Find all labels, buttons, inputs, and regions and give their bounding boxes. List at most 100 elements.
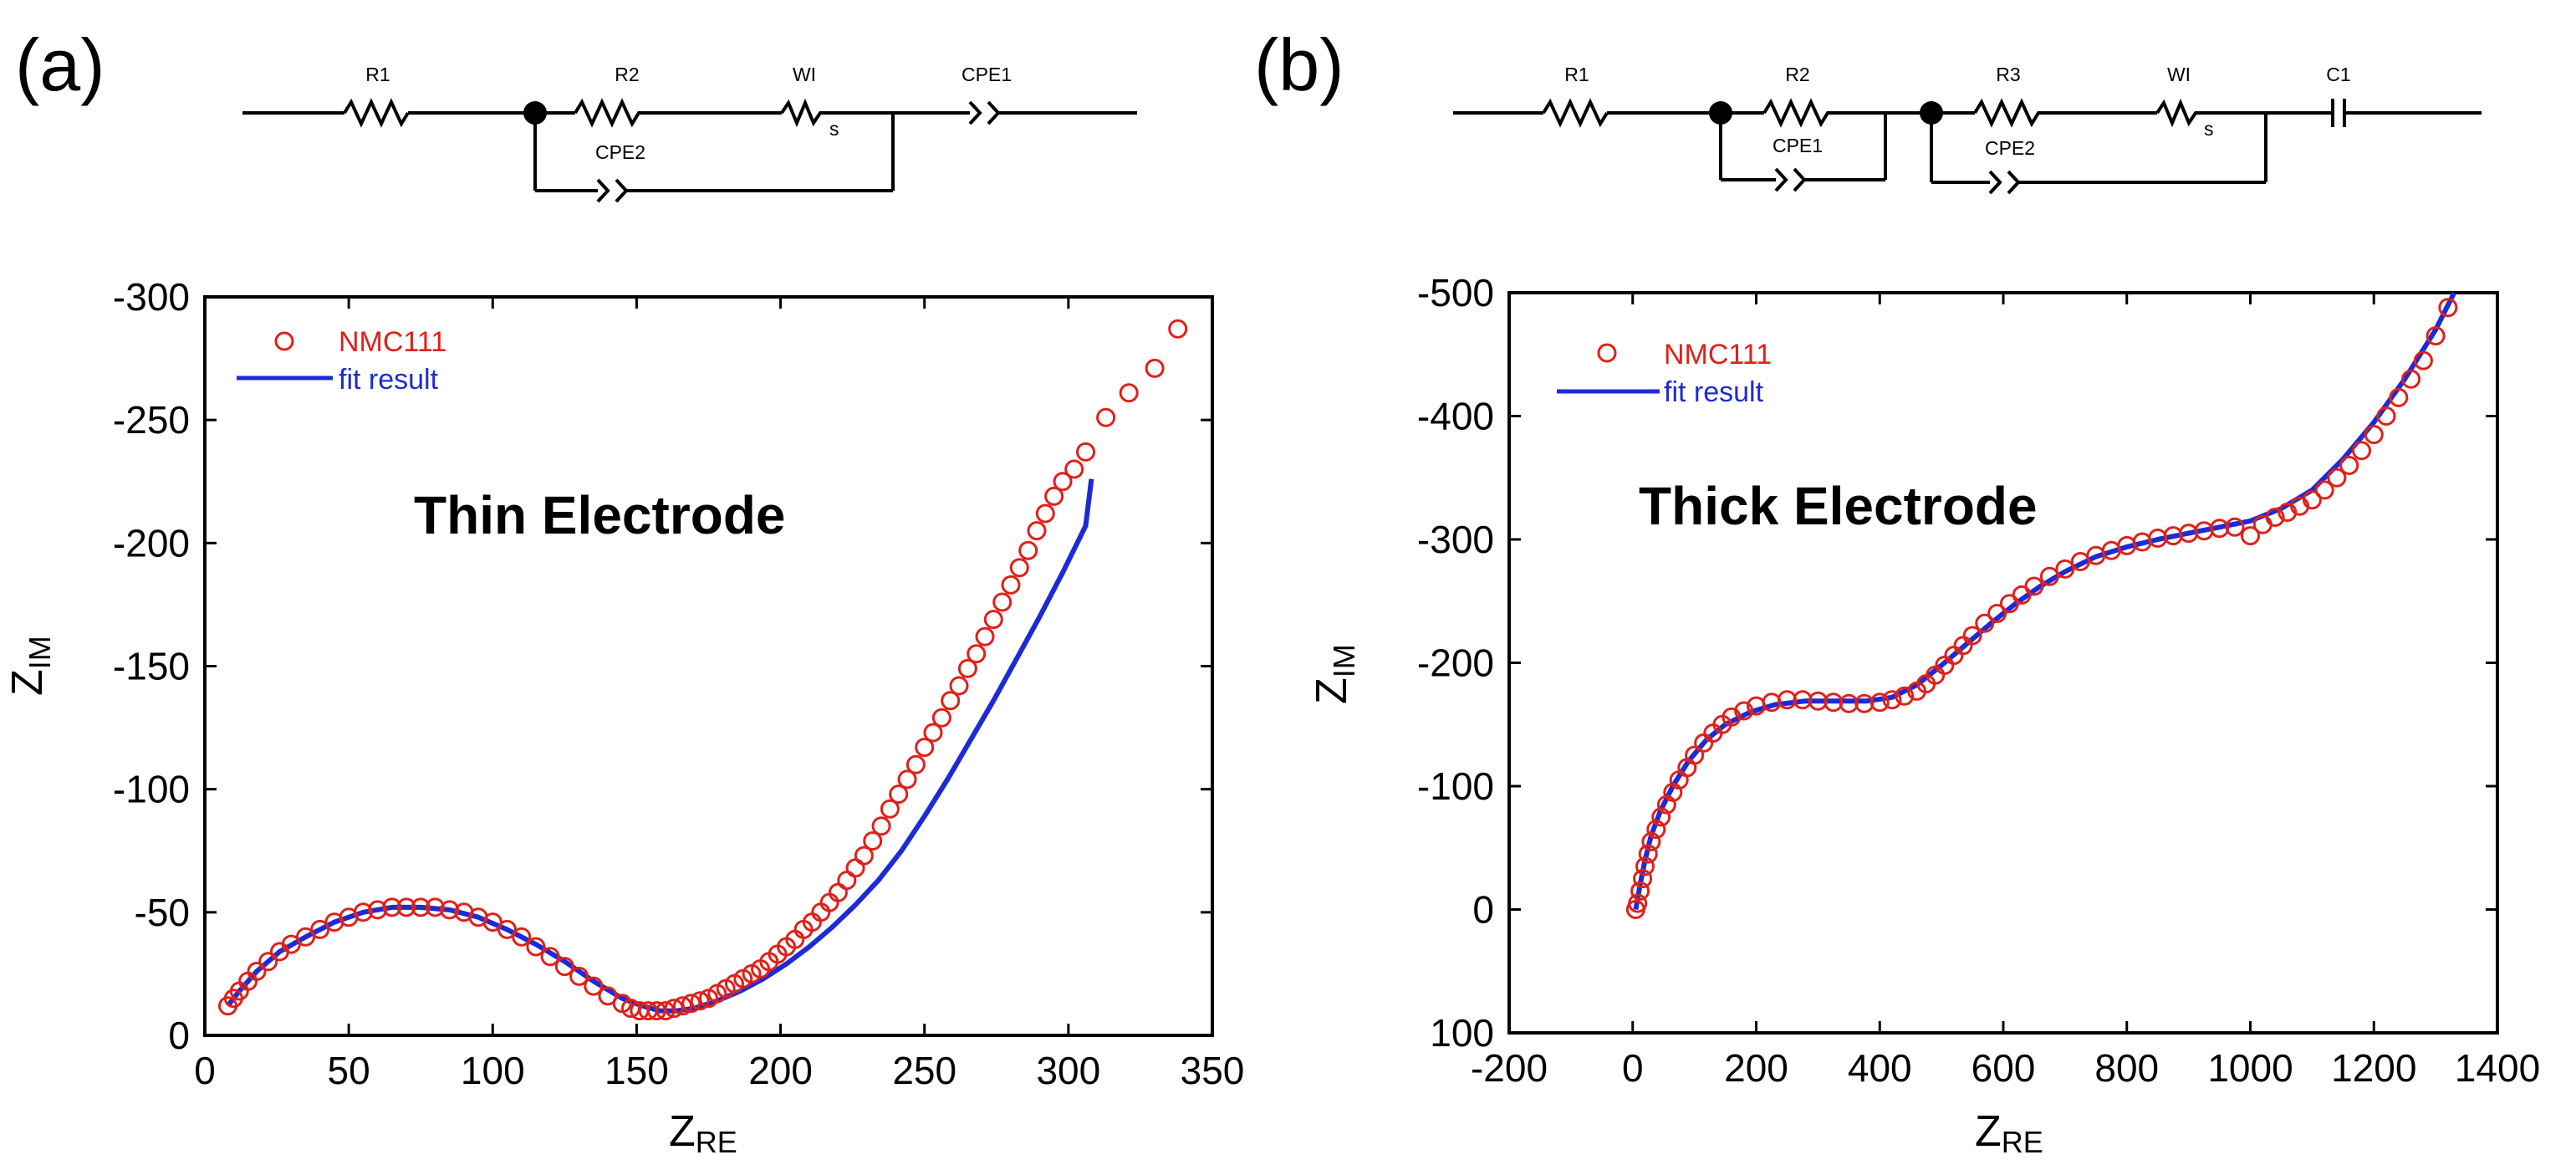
plot-b-data-point [1962,626,1982,646]
plot-a-fit-line [226,478,1094,1014]
plot-b-xlabel: ZRE [1975,1107,2043,1159]
plot-a-data-point [897,769,917,789]
plot-b-ytick-label: -100 [1417,764,1494,808]
plot-a-data-point [382,897,402,917]
plot-a-data-point [396,897,416,917]
plot-a-xtick-label: 50 [328,1049,370,1092]
plot-a-data-point [681,994,701,1014]
plot-b-data-point [2039,566,2059,586]
plot-a-data-point [941,691,961,711]
plot-a-data-point [923,723,943,743]
plot-a-data-point [1096,407,1116,427]
plot-b-data-point [1870,692,1890,713]
plot-a-xtick-label: 0 [194,1049,216,1092]
plot-a-ylabel-sub: IM [23,636,57,669]
plot-a-ytick-label: -100 [113,768,190,811]
plot-a-data-point [967,644,987,664]
plot-a-legend-data-label: NMC111 [339,326,446,358]
plot-a-data-point [368,900,388,920]
plot-b-data-point [2024,576,2044,596]
plot-b-ytick-label: -400 [1417,395,1494,438]
plot-a-data-point [845,858,865,878]
circuit-b-label-cpe1: CPE1 [1773,135,1823,156]
plot-b: -200 0 200 400 600 800 1000 1200 14001000-100-20… [1308,271,2540,1159]
plot-a-xlabel-sub: RE [696,1125,737,1159]
circuit-b-resistor-r3 [1973,98,2157,128]
circuit-a-resistor-r2 [574,98,671,128]
plot-a-series [218,319,1188,1021]
circuit-b-cpe1-plate-1 [1774,167,1788,192]
plot-b-legend-marker [1597,343,1617,363]
plot-a-data-point [915,738,935,758]
plot-b-data-point [1685,745,1705,765]
plot-a-data-point [353,902,373,922]
plot-b-xtick-label: 400 [1848,1046,1912,1090]
plot-a-ytick-label: -250 [113,398,190,442]
plot-b-frame [1507,291,2499,1035]
plot-a-xtick-label: 200 [748,1049,813,1092]
circuit-a-label-r2: R2 [615,64,639,85]
circuit-b-label-r3: R3 [1996,64,2020,85]
plot-a-data-point [247,962,267,981]
plot-a-legend-marker [274,331,294,351]
plot-a-ylabel-main: Z [3,669,52,696]
plot-a-data-point [949,676,969,696]
plot-b-data-point [2339,456,2359,475]
plot-b-legend-fit-label: fit result [1664,376,1764,408]
plot-b-legend-data-label: NMC111 [1664,339,1772,370]
plot-b-data-point [2225,517,2245,537]
circuit-b-cpe2-plate-1 [1988,170,2002,195]
plot-b-data-point [2426,326,2446,346]
plot-a-data-point [1018,540,1038,560]
circuit-b-label-c1: C1 [2326,64,2350,85]
plot-b-data-point [2413,350,2433,370]
plot-b-data-point [2252,514,2272,534]
plot-a-data-point [1027,521,1047,541]
plot-a-data-point [554,957,574,977]
plot-a-legend: NMC111 fit result [237,326,446,396]
plot-a-data-point [905,754,926,774]
plot-b-data-point [1638,844,1658,864]
plot-a-xtick-label: 150 [604,1049,669,1092]
circuit-b-cpe2-plate-2 [2007,170,2021,195]
plot-b-data-point [2389,387,2409,407]
plot-b-ytick-label: -200 [1417,641,1494,685]
plot-a-data-point [526,937,546,957]
plot-b-data-point [2265,508,2285,527]
circuit-b: s R1 R2 R3 WI C1 CPE1 CPE2 [1453,64,2482,195]
plot-a-data-point [1064,459,1084,479]
plot-b-ylabel-sub: IM [1327,644,1361,677]
circuit-b-label-r2: R2 [1785,64,1809,85]
panel-label-a: (a) [15,23,105,106]
circuit-a-cpe1-plate-1 [968,100,982,125]
plot-a-data-point [440,900,460,920]
circuit-b-resistor-r1 [1542,98,1609,128]
plot-b-xtick-label: 200 [1724,1046,1788,1090]
plot-a-data-point [992,592,1013,612]
plot-a-data-point [1044,486,1064,506]
plot-a-data-point [584,976,604,996]
plot-a-data-point [425,897,445,917]
plot-a-data-point [983,610,1003,630]
plot-b-data-point [1628,893,1648,913]
circuit-b-warburg-sub: s [2204,118,2214,140]
plot-a-data-point [655,1001,676,1021]
plot-b-xtick-label: -200 [1471,1046,1548,1090]
plot-a-data-point [1035,503,1055,524]
circuit-b-cpe1-plate-2 [1793,167,1807,192]
plot-b-data-point [2438,298,2458,318]
plot-a: 0 50 100 150 200 250 300 350 0 -50 -100 -150 -200 -25… [3,275,1244,1159]
plot-a-data-point [664,999,684,1019]
circuit-a-resistor-r1 [343,98,410,128]
plot-a-xtick-label: 350 [1181,1049,1245,1092]
circuit-b-label-cpe2: CPE2 [1985,137,2035,159]
plot-b-data-point [2364,425,2384,445]
circuit-b-label-r1: R1 [1564,64,1589,85]
circuit-a-label-cpe2: CPE2 [595,141,645,163]
plot-a-data-point [837,871,857,891]
plot-a-data-point [931,708,951,728]
circuit-a-label-wi: WI [793,64,816,85]
plot-a-xtick-label: 300 [1036,1049,1100,1092]
plot-a-ytick-label: -50 [135,891,190,934]
